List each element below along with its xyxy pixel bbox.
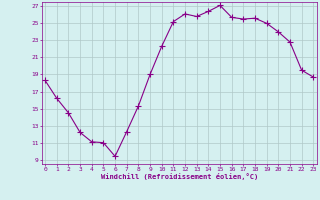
X-axis label: Windchill (Refroidissement éolien,°C): Windchill (Refroidissement éolien,°C)	[100, 173, 258, 180]
